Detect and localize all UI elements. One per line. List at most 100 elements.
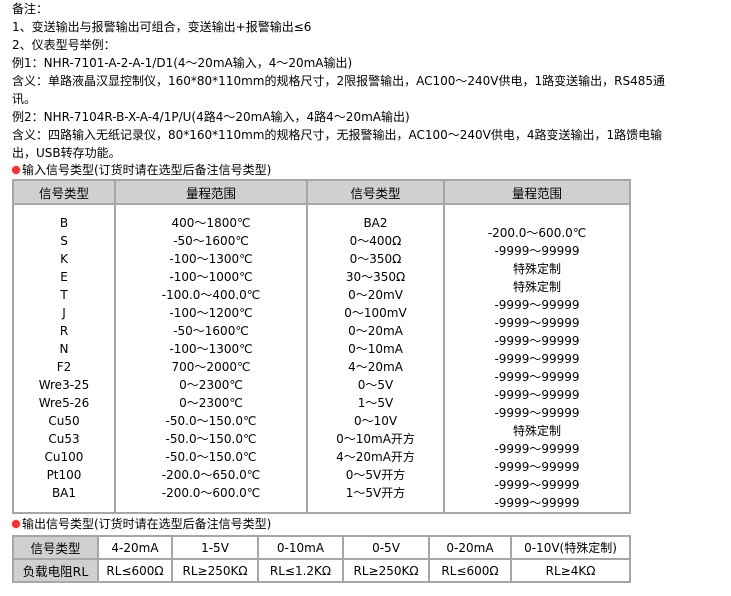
table-cell: -50.0～150.0℃ xyxy=(165,432,257,446)
table-cell: Cu50 xyxy=(48,414,80,428)
table-cell: -50.0～150.0℃ xyxy=(165,450,257,464)
col-signal-type-2: BA2 0～400Ω 0～350Ω 30～350Ω 0～20mV 0～100mV 0～20m… xyxy=(306,203,445,514)
table-cell: 0～10mA xyxy=(348,342,403,356)
note-line: 讯。 xyxy=(12,92,37,106)
table-header-row: 信号类型 量程范围 信号类型 量程范围 xyxy=(12,179,631,205)
col-range-2: -200.0～600.0℃ -9999～99999 特殊定制 特殊定制 -9999～99… xyxy=(443,203,631,514)
caption-text: 输入信号类型(订货时请在选型后备注信号类型) xyxy=(22,163,272,177)
bullet-icon xyxy=(12,520,20,528)
table-cell: 特殊定制 xyxy=(512,424,561,438)
table-cell: BA2 xyxy=(363,216,388,230)
table-cell: -9999～99999 xyxy=(494,442,580,456)
table-cell: Pt100 xyxy=(46,468,82,482)
table-cell: -9999～99999 xyxy=(494,496,580,510)
table-cell: -100～1000℃ xyxy=(169,270,253,284)
table-cell: -9999～99999 xyxy=(494,406,580,420)
output-table-caption: 输出信号类型(订货时请在选型后备注信号类型) xyxy=(12,516,665,533)
document: 备注： 1、变送输出与报警输出可组合，变送输出+报警输出≤6 2、仪表型号举例： 例… xyxy=(12,0,665,583)
table-cell: 1～5V开方 xyxy=(345,486,406,500)
output-signal-table: 信号类型 4-20mA 1-5V 0-10mA 0-5V 0-20mA 0-10V(特殊定制… xyxy=(12,535,631,583)
table-cell: N xyxy=(59,342,69,356)
table-cell: RL≤600Ω xyxy=(97,558,173,583)
table-cell: -50～1600℃ xyxy=(173,234,249,248)
bullet-icon xyxy=(12,166,20,174)
table-cell: -200.0～650.0℃ xyxy=(161,468,261,482)
table-cell: Cu53 xyxy=(48,432,80,446)
table-cell: -100～1300℃ xyxy=(169,342,253,356)
table-cell: S xyxy=(60,234,68,248)
table-cell: RL≥250KΩ xyxy=(342,558,430,583)
table-cell: -9999～99999 xyxy=(494,352,580,366)
input-table-caption: 输入信号类型(订货时请在选型后备注信号类型) xyxy=(12,162,665,179)
table-cell: 0-10V(特殊定制) xyxy=(510,535,631,560)
table-cell: RL≤600Ω xyxy=(428,558,512,583)
table-cell: -9999～99999 xyxy=(494,370,580,384)
table-cell: 4～20mA xyxy=(348,360,403,374)
input-signal-table: 信号类型 量程范围 信号类型 量程范围 B S K E T J R N F2 Wre3-25 Wre… xyxy=(12,179,631,514)
col-signal-type-1: B S K E T J R N F2 Wre3-25 Wre5-26 Cu50 Cu53 Cu100 Pt1… xyxy=(12,203,116,514)
table-cell: -50.0～150.0℃ xyxy=(165,414,257,428)
table-row: 信号类型 4-20mA 1-5V 0-10mA 0-5V 0-20mA 0-10V(特殊定制… xyxy=(12,535,631,560)
table-cell: 0～20mA xyxy=(348,324,403,338)
table-cell: K xyxy=(60,252,68,266)
table-cell: Cu100 xyxy=(44,450,84,464)
table-cell: Wre5-26 xyxy=(38,396,90,410)
table-cell: -100～1200℃ xyxy=(169,306,253,320)
table-cell: F2 xyxy=(56,360,72,374)
table-cell: 0～10V xyxy=(353,414,398,428)
note-line: 出，USB转存功能。 xyxy=(12,146,121,160)
table-cell: T xyxy=(60,288,68,302)
table-cell: -9999～99999 xyxy=(494,244,580,258)
table-cell: 0～400Ω xyxy=(349,234,402,248)
table-cell: J xyxy=(62,306,66,320)
table-cell: 0～20mV xyxy=(348,288,403,302)
table-cell: 4-20mA xyxy=(97,535,173,560)
table-cell: 特殊定制 xyxy=(512,280,561,294)
table-cell: 0～5V开方 xyxy=(345,468,406,482)
row-header-cell: 信号类型 xyxy=(12,535,99,560)
table-cell: 400～1800℃ xyxy=(171,216,251,230)
note-line: 含义：单路液晶汉显控制仪，160*80*110mm的规格尺寸，2限报警输出，AC… xyxy=(12,74,665,88)
table-cell: -50～1600℃ xyxy=(173,324,249,338)
table-cell: -100.0～400.0℃ xyxy=(161,288,261,302)
table-cell: 0-10mA xyxy=(257,535,344,560)
notes-title: 备注： xyxy=(12,2,49,16)
table-cell: R xyxy=(59,324,69,338)
table-cell: 0～10mA开方 xyxy=(336,432,415,446)
note-line: 例1：NHR-7101-A-2-A-1/D1(4～20mA输入，4～20mA输出… xyxy=(12,56,353,70)
table-cell: 700～2000℃ xyxy=(171,360,251,374)
note-line: 含义：四路输入无纸记录仪，80*160*110mm的规格尺寸，无报警输出，AC1… xyxy=(12,128,663,142)
table-cell: -100～1300℃ xyxy=(169,252,253,266)
table-cell: 0-20mA xyxy=(428,535,512,560)
table-cell: 0-5V xyxy=(342,535,430,560)
table-cell: -200.0～600.0℃ xyxy=(161,486,261,500)
table-cell: 0～2300℃ xyxy=(179,396,243,410)
table-cell: BA1 xyxy=(51,486,77,500)
table-cell: -200.0～600.0℃ xyxy=(487,226,587,240)
table-body-row: B S K E T J R N F2 Wre3-25 Wre5-26 Cu50 Cu53 Cu100 Pt1… xyxy=(12,203,631,514)
col-range-1: 400～1800℃ -50～1600℃ -100～1300℃ -100～1000℃ -1… xyxy=(114,203,308,514)
table-cell: RL≤1.2KΩ xyxy=(257,558,344,583)
note-line: 例2：NHR-7104R-B-X-A-4/1P/U(4路4～20mA输入，4路4… xyxy=(12,110,410,124)
note-line: 1、变送输出与报警输出可组合，变送输出+报警输出≤6 xyxy=(12,20,312,34)
notes-list: 1、变送输出与报警输出可组合，变送输出+报警输出≤6 2、仪表型号举例： 例1：NH… xyxy=(12,18,665,162)
table-cell: -9999～99999 xyxy=(494,460,580,474)
table-cell: Wre3-25 xyxy=(38,378,90,392)
table-cell: 30～350Ω xyxy=(345,270,406,284)
table-cell: 0～100mV xyxy=(344,306,407,320)
table-cell: 0～2300℃ xyxy=(179,378,243,392)
header-cell: 信号类型 xyxy=(306,179,445,205)
table-cell: 1-5V xyxy=(171,535,259,560)
table-cell: 0～350Ω xyxy=(349,252,402,266)
table-cell: -9999～99999 xyxy=(494,388,580,402)
table-cell: 1～5V xyxy=(357,396,394,410)
header-cell: 量程范围 xyxy=(114,179,308,205)
note-line: 2、仪表型号举例： xyxy=(12,38,116,52)
table-cell: -9999～99999 xyxy=(494,298,580,312)
table-cell: 特殊定制 xyxy=(512,262,561,276)
table-cell: 4～20mA开方 xyxy=(336,450,415,464)
table-cell: B xyxy=(59,216,69,230)
table-row: 负载电阻RL RL≤600Ω RL≥250KΩ RL≤1.2KΩ RL≥250KΩ RL≤… xyxy=(12,558,631,583)
table-cell: -9999～99999 xyxy=(494,478,580,492)
caption-text: 输出信号类型(订货时请在选型后备注信号类型) xyxy=(22,517,272,531)
